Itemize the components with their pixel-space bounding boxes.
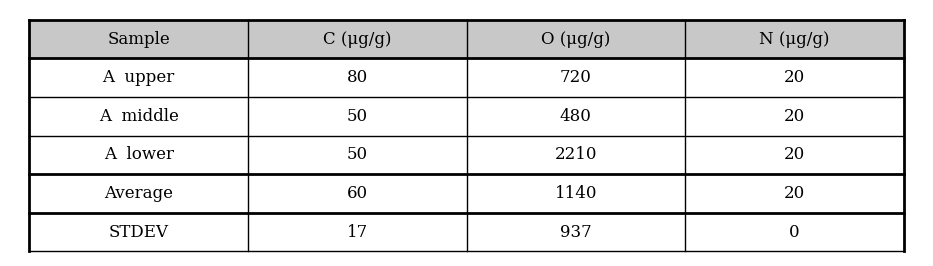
Bar bbox=[248, 174, 466, 213]
Text: 20: 20 bbox=[784, 185, 805, 202]
Bar bbox=[466, 59, 685, 97]
Text: A  lower: A lower bbox=[104, 147, 174, 163]
Bar bbox=[29, 174, 248, 213]
Text: 720: 720 bbox=[560, 69, 592, 86]
Bar bbox=[685, 174, 904, 213]
Text: STDEV: STDEV bbox=[108, 224, 169, 241]
Text: 1140: 1140 bbox=[554, 185, 597, 202]
Text: 20: 20 bbox=[784, 108, 805, 125]
Bar bbox=[685, 136, 904, 174]
Bar bbox=[29, 59, 248, 97]
Text: N (μg/g): N (μg/g) bbox=[759, 31, 829, 48]
Text: 50: 50 bbox=[347, 147, 368, 163]
Text: 0: 0 bbox=[789, 224, 800, 241]
Bar bbox=[466, 20, 685, 59]
Bar bbox=[685, 20, 904, 59]
Bar bbox=[685, 97, 904, 136]
Bar bbox=[248, 59, 466, 97]
Text: Average: Average bbox=[104, 185, 174, 202]
Text: 17: 17 bbox=[346, 224, 368, 241]
Bar bbox=[29, 213, 248, 251]
Bar bbox=[248, 213, 466, 251]
Text: A  middle: A middle bbox=[99, 108, 178, 125]
Bar bbox=[466, 97, 685, 136]
Text: 2210: 2210 bbox=[554, 147, 597, 163]
Bar bbox=[29, 97, 248, 136]
Text: 480: 480 bbox=[560, 108, 592, 125]
Text: 20: 20 bbox=[784, 147, 805, 163]
Bar bbox=[685, 213, 904, 251]
Bar bbox=[248, 136, 466, 174]
Text: 80: 80 bbox=[346, 69, 368, 86]
Text: 50: 50 bbox=[347, 108, 368, 125]
Text: 937: 937 bbox=[560, 224, 592, 241]
Text: Sample: Sample bbox=[107, 31, 170, 48]
Bar bbox=[466, 136, 685, 174]
Text: O (μg/g): O (μg/g) bbox=[541, 31, 610, 48]
Text: C (μg/g): C (μg/g) bbox=[323, 31, 392, 48]
Bar bbox=[466, 174, 685, 213]
Bar bbox=[29, 20, 248, 59]
Bar bbox=[248, 20, 466, 59]
Text: 60: 60 bbox=[347, 185, 368, 202]
Bar bbox=[466, 213, 685, 251]
Bar bbox=[29, 136, 248, 174]
Bar bbox=[248, 97, 466, 136]
Bar bbox=[685, 59, 904, 97]
Text: 20: 20 bbox=[784, 69, 805, 86]
Text: A  upper: A upper bbox=[103, 69, 174, 86]
